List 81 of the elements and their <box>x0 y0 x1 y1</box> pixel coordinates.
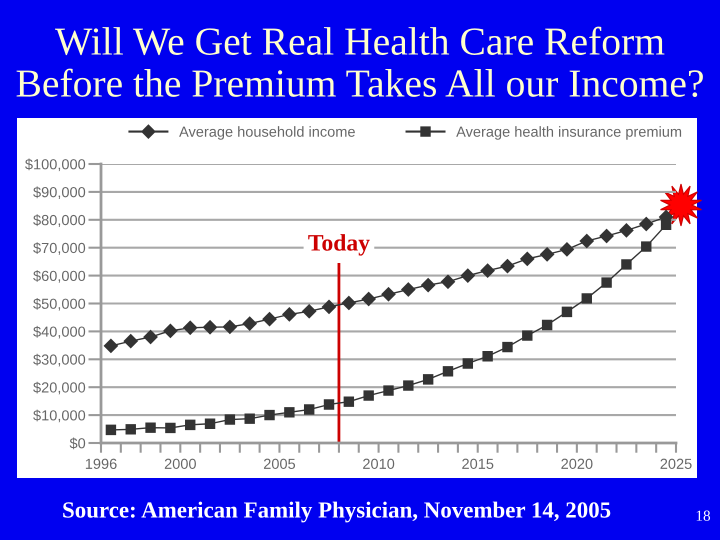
x-tick-label: 1996 <box>86 458 117 469</box>
point <box>124 334 138 348</box>
point <box>500 259 515 274</box>
y-tick-label: $100,000 <box>25 158 86 172</box>
point <box>104 338 118 353</box>
point <box>282 307 296 322</box>
y-tick-label: $60,000 <box>33 270 86 283</box>
point <box>244 414 255 424</box>
point <box>502 342 513 352</box>
point <box>522 330 532 341</box>
point <box>324 399 334 410</box>
point <box>480 264 495 278</box>
point <box>383 385 394 396</box>
point <box>440 274 456 289</box>
point <box>302 304 316 318</box>
point <box>202 320 218 334</box>
point <box>619 223 634 238</box>
x-tick-label: 2015 <box>462 458 494 469</box>
point <box>224 414 236 425</box>
y-tick-label: $20,000 <box>33 382 86 394</box>
point <box>621 259 632 270</box>
point <box>381 287 396 302</box>
point <box>582 293 592 304</box>
point <box>242 316 257 331</box>
point <box>641 241 652 252</box>
point <box>126 424 136 435</box>
point <box>322 300 336 314</box>
point <box>601 277 612 288</box>
y-tick-label: $50,000 <box>33 298 86 311</box>
point <box>342 296 356 310</box>
point <box>362 292 376 306</box>
point <box>600 228 614 244</box>
point <box>482 351 493 362</box>
point <box>143 330 158 344</box>
point <box>562 306 572 318</box>
x-tick-label: 2005 <box>264 458 296 469</box>
source-note: Source: American Family Physician, November 14, 2005 <box>63 502 610 522</box>
y-tick-label: $30,000 <box>33 354 86 366</box>
point <box>304 404 314 415</box>
y-tick-label: $70,000 <box>33 242 86 255</box>
point <box>460 268 475 283</box>
point <box>163 324 178 338</box>
point <box>222 320 237 334</box>
point <box>344 396 354 407</box>
point <box>165 422 176 434</box>
point <box>421 278 436 292</box>
x-tick-label: 2020 <box>561 458 593 469</box>
y-tick-label: $40,000 <box>33 326 86 339</box>
point <box>639 216 654 232</box>
point <box>540 247 554 262</box>
point <box>462 358 474 369</box>
point <box>542 320 552 330</box>
point <box>442 366 454 377</box>
point <box>660 220 672 230</box>
x-tick-label: 2010 <box>363 458 394 469</box>
point <box>560 242 574 256</box>
y-tick-label: $10,000 <box>33 410 86 422</box>
point <box>422 374 434 385</box>
legend-label: Average household income <box>179 126 355 140</box>
x-tick-label: 2025 <box>660 458 692 469</box>
chart-title: Will We Get Real Health Care Reform Before the Premium Takes All our Income? <box>16 26 703 98</box>
y-tick-label: $0 <box>70 437 86 450</box>
point <box>520 252 534 266</box>
point <box>264 410 275 420</box>
point <box>183 320 198 335</box>
point <box>401 282 416 297</box>
point <box>363 390 374 401</box>
point <box>284 407 295 418</box>
y-tick-label: $80,000 <box>33 214 86 227</box>
point <box>403 380 414 391</box>
point <box>145 422 156 433</box>
text: 18 <box>696 510 710 521</box>
point <box>580 234 594 248</box>
y-tick-label: $90,000 <box>33 186 86 200</box>
point <box>106 424 116 436</box>
point <box>185 420 196 430</box>
point <box>262 312 277 326</box>
x-tick-label: 2000 <box>164 458 196 469</box>
legend-label: Average health insurance premium <box>456 126 682 140</box>
point <box>204 418 216 429</box>
ref-line-label: Today <box>308 234 370 256</box>
